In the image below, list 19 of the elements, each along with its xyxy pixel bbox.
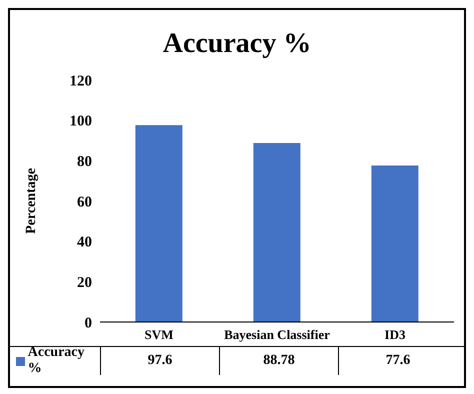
x-tick-label: Bayesian Classifier	[224, 327, 330, 342]
x-tick-label: SVM	[144, 327, 174, 342]
y-tick-label: 60	[77, 194, 92, 210]
data-label: 97.6	[100, 347, 219, 375]
legend-label: Accuracy %	[28, 345, 86, 377]
bar	[253, 142, 300, 322]
y-tick-label: 120	[70, 73, 92, 90]
y-tick-label: 0	[84, 315, 92, 332]
data-label: 88.78	[219, 347, 338, 375]
bar	[135, 125, 182, 322]
y-tick-label: 20	[77, 274, 92, 291]
bar	[371, 166, 418, 322]
chart-title: Accuracy %	[162, 27, 312, 61]
y-axis-title: Percentage	[24, 168, 39, 234]
y-tick-label: 80	[77, 154, 92, 170]
data-label: 77.6	[338, 347, 457, 375]
y-tick-label: 100	[70, 114, 92, 130]
y-tick-label: 40	[77, 234, 92, 251]
x-tick-label: ID3	[384, 327, 406, 342]
